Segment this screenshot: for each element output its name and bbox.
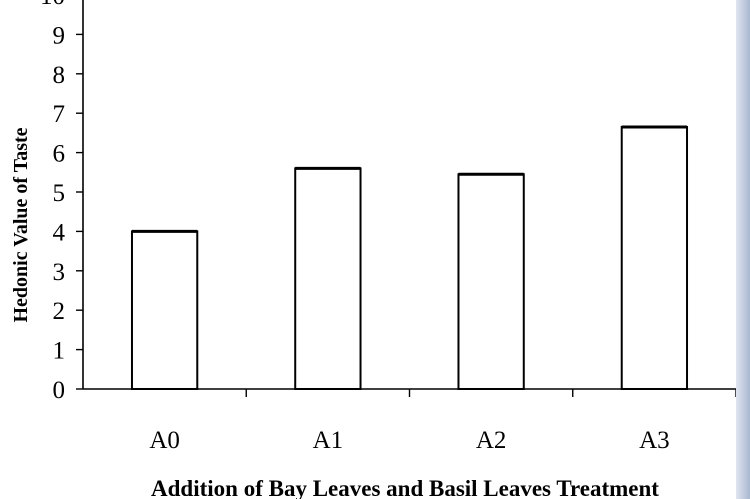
- x-tick-label: A2: [476, 427, 507, 454]
- bar-a3: [620, 125, 689, 391]
- x-tick-label: A0: [149, 427, 180, 454]
- x-ticks-group: A0 A1 A2 A3: [149, 389, 736, 454]
- y-tick-label: 1: [53, 338, 66, 365]
- y-tick-label: 6: [53, 141, 66, 168]
- y-tick-label: 10: [40, 0, 65, 10]
- y-tick-label: 3: [53, 259, 66, 286]
- y-tick-label: 5: [53, 180, 66, 207]
- y-axis-title: Hedonic Value of Taste: [10, 127, 32, 322]
- x-tick-label: A1: [313, 427, 344, 454]
- y-tick-label: 0: [53, 377, 66, 404]
- y-tick-label: 4: [53, 219, 66, 246]
- y-tick-label: 2: [53, 298, 66, 325]
- y-tick-label: 8: [53, 62, 66, 89]
- bars-group: [130, 125, 689, 391]
- y-tick-label: 7: [53, 101, 66, 128]
- x-tick-label: A3: [639, 427, 670, 454]
- x-axis-title: Addition of Bay Leaves and Basil Leaves …: [151, 476, 659, 499]
- bar-a0: [130, 230, 199, 390]
- bar-a1: [294, 167, 362, 390]
- y-ticks-group: 0 1 2 3 4 5 6 7 8 9 10: [40, 0, 83, 404]
- window-edge-strip: [736, 0, 750, 499]
- y-tick-label: 9: [53, 22, 66, 49]
- bar-a2: [457, 173, 525, 390]
